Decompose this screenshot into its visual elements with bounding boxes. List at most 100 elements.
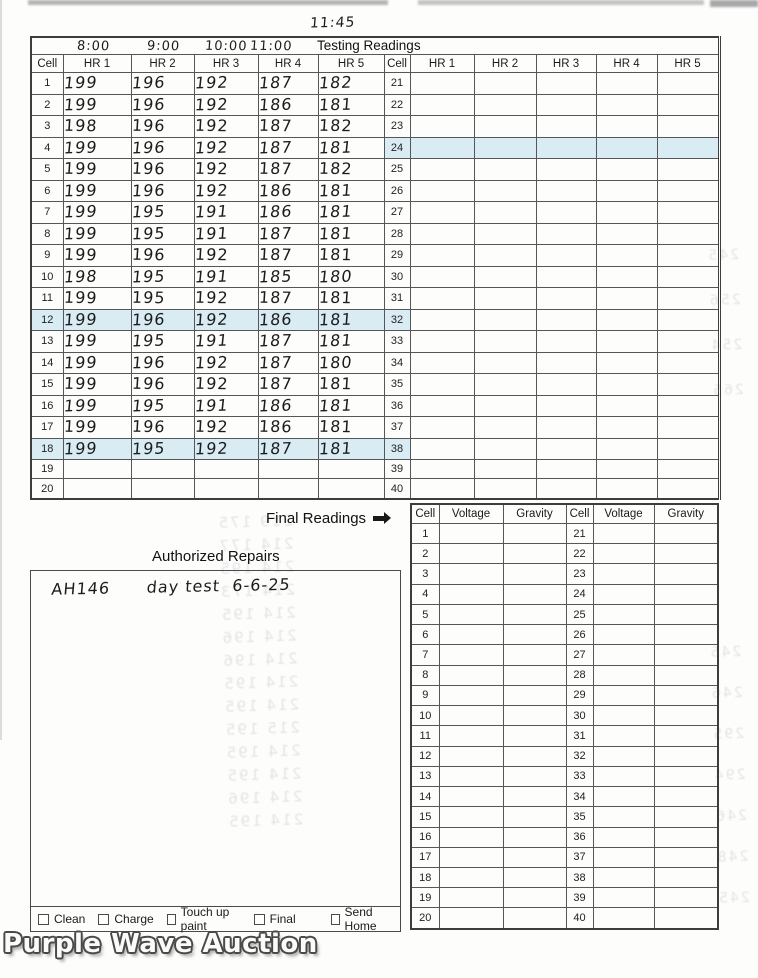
cell-number: 30 bbox=[383, 265, 411, 288]
gravity-cell bbox=[502, 826, 567, 848]
hr-reading-cell: 192 bbox=[193, 136, 259, 159]
cell-number: 2 bbox=[30, 93, 64, 116]
handwritten-value: 180 bbox=[318, 352, 353, 373]
final-readings-label: Final Readings bbox=[266, 510, 392, 527]
hr-reading-cell: 199 bbox=[62, 287, 132, 310]
final-readings-table: Cell Voltage Gravity Cell Voltage Gravit… bbox=[410, 503, 719, 930]
handwritten-value: 199 bbox=[63, 72, 99, 93]
gravity-cell bbox=[653, 806, 719, 828]
hr-reading-cell bbox=[595, 373, 658, 396]
voltage-cell bbox=[592, 603, 655, 626]
handwritten-value: 187 bbox=[258, 72, 294, 93]
cell-number: 26 bbox=[565, 624, 594, 646]
voltage-cell bbox=[592, 826, 655, 848]
hr-reading-cell bbox=[656, 158, 720, 181]
final-row: 7 27 bbox=[410, 644, 719, 666]
cell-number: 9 bbox=[410, 684, 440, 707]
hr-reading-cell bbox=[409, 478, 475, 500]
testing-row: 2 199 196 192 186 181 22 bbox=[30, 93, 720, 116]
hr-reading-cell: 192 bbox=[193, 93, 259, 116]
voltage-cell bbox=[438, 644, 504, 666]
hr-reading-cell: 198 bbox=[62, 265, 132, 288]
cell-number: 15 bbox=[410, 806, 440, 828]
voltage-cell bbox=[438, 866, 504, 889]
handwritten-value: 196 bbox=[131, 137, 167, 158]
gravity-cell bbox=[502, 644, 567, 666]
hr-reading-cell: 187 bbox=[257, 437, 319, 460]
cell-number: 32 bbox=[565, 745, 594, 767]
cell-number: 20 bbox=[30, 478, 64, 500]
column-header: Cell bbox=[30, 54, 64, 73]
cell-number: 5 bbox=[30, 158, 64, 181]
voltage-cell bbox=[592, 846, 655, 868]
hr-reading-cell bbox=[535, 330, 597, 353]
cell-number: 13 bbox=[410, 765, 440, 788]
hr-reading-cell bbox=[656, 72, 720, 95]
testing-row: 4 199 196 192 187 181 24 bbox=[30, 136, 720, 159]
column-header: Cell bbox=[383, 54, 411, 73]
hr-reading-cell: 199 bbox=[62, 394, 132, 417]
hr-reading-cell: 196 bbox=[130, 158, 195, 181]
hr-reading-cell bbox=[535, 136, 597, 159]
gravity-cell bbox=[502, 522, 567, 545]
handwritten-value: 199 bbox=[63, 245, 98, 265]
hr-reading-cell: 196 bbox=[130, 93, 195, 116]
handwritten-value: 192 bbox=[194, 116, 229, 136]
handwritten-value: 199 bbox=[63, 137, 99, 158]
authorized-repairs-box: AH146 day test 6-6-25 Clean Charge Touch u… bbox=[30, 570, 401, 933]
hr-reading-cell bbox=[535, 373, 597, 396]
cell-number: 15 bbox=[30, 373, 64, 396]
hr-reading-cell: 191 bbox=[193, 265, 259, 288]
hr-reading-cell bbox=[473, 351, 537, 374]
cell-number: 11 bbox=[410, 725, 440, 747]
handwritten-value: 196 bbox=[131, 116, 166, 136]
gravity-cell bbox=[502, 725, 567, 747]
hr-reading-cell bbox=[62, 458, 132, 480]
hr-reading-cell: 181 bbox=[317, 201, 385, 224]
hr-reading-cell bbox=[317, 458, 385, 480]
gravity-cell bbox=[653, 866, 719, 889]
handwritten-value: 187 bbox=[258, 116, 293, 136]
voltage-cell bbox=[592, 765, 655, 788]
hr-reading-cell: 196 bbox=[130, 244, 195, 267]
voltage-cell bbox=[592, 887, 655, 909]
right-arrow-icon bbox=[373, 512, 392, 524]
hr-reading-cell bbox=[473, 478, 537, 500]
hr-reading-cell: 187 bbox=[257, 222, 319, 245]
testing-row: 16 199 195 191 186 181 36 bbox=[30, 394, 720, 417]
hr-reading-cell: 198 bbox=[62, 115, 132, 138]
hr-reading-cell bbox=[409, 287, 475, 310]
handwritten-value: 186 bbox=[258, 395, 294, 416]
hr-reading-cell: 199 bbox=[62, 416, 132, 439]
column-header: HR 2 bbox=[130, 54, 195, 73]
hr-reading-cell: 199 bbox=[62, 222, 132, 245]
voltage-cell bbox=[438, 705, 504, 727]
hr-reading-cell: 196 bbox=[130, 351, 195, 374]
gravity-cell bbox=[502, 765, 567, 788]
cell-number: 16 bbox=[30, 394, 64, 417]
gravity-cell bbox=[502, 624, 567, 646]
hr-reading-cell bbox=[473, 416, 537, 439]
gravity-cell bbox=[502, 664, 567, 686]
hr-reading-cell bbox=[595, 330, 658, 353]
hr-reading-cell bbox=[409, 158, 475, 181]
final-row: 20 40 bbox=[410, 907, 719, 930]
hr-reading-cell bbox=[656, 136, 720, 159]
cell-number: 30 bbox=[565, 705, 594, 727]
handwritten-value: 196 bbox=[131, 180, 166, 201]
hr-reading-cell bbox=[409, 93, 475, 116]
cell-number: 36 bbox=[383, 394, 411, 417]
hr-reading-cell: 187 bbox=[257, 330, 319, 353]
gravity-cell bbox=[653, 745, 719, 767]
hr-reading-cell bbox=[473, 373, 537, 396]
cell-number: 29 bbox=[383, 244, 411, 267]
hr-reading-cell: 181 bbox=[317, 136, 385, 159]
hr-reading-cell bbox=[193, 458, 259, 480]
cell-number: 14 bbox=[410, 786, 440, 808]
handwritten-value: 196 bbox=[131, 417, 166, 437]
cell-number: 27 bbox=[383, 201, 411, 224]
hr-reading-cell: 196 bbox=[130, 136, 195, 159]
handwritten-time: 9:00 bbox=[146, 38, 181, 55]
cell-number: 8 bbox=[30, 222, 64, 245]
final-row: 15 35 bbox=[410, 806, 719, 828]
